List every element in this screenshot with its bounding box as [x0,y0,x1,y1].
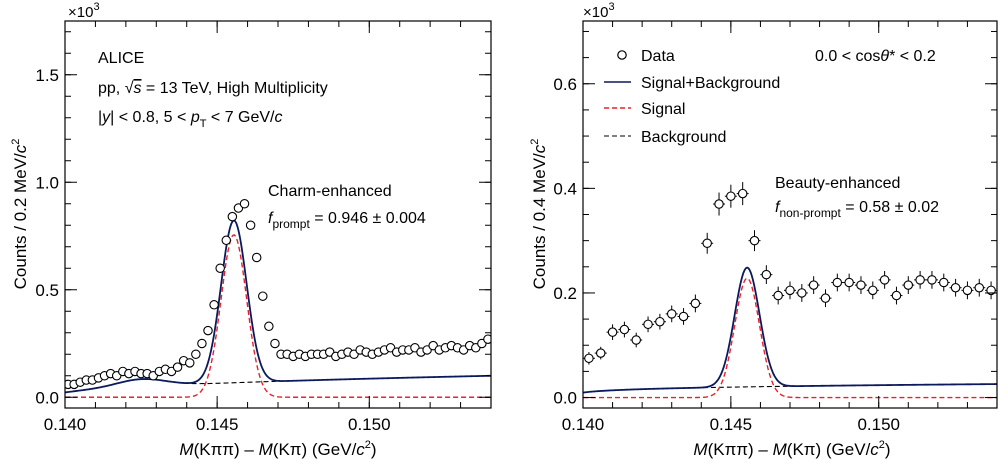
right-data-point [832,277,843,288]
legend-signal-label: Signal [641,101,685,118]
right-data-point [950,282,961,293]
legend-sigbkg-label: Signal+Background [641,75,780,92]
sqrt-symbol: √ [125,80,134,97]
right-data-point [986,285,996,296]
right-multiplier: ×103 [583,1,615,21]
right-data-point [785,285,795,296]
right-x-tick-label: 0.150 [857,415,900,434]
left-data-point [239,199,250,209]
right-data-point [974,282,985,293]
left-x-axis-title: M(Kππ) – M(Kπ) (GeV/c2) [179,439,376,459]
right-data-point [868,285,878,296]
right-data-point [737,188,748,199]
left-y-axis-title: Counts / 0.2 MeV/c2 [10,139,30,290]
left-panel: 0.140 0.145 0.150 0.0 0.5 1.0 1.5 ×103 ALICE p… [10,1,492,459]
right-x-axis-title: M(Kππ) – M(Kπ) (GeV/c2) [693,439,890,459]
right-y-tick-label: 0.6 [553,75,577,94]
right-cos-theta-label: 0.0 < cosθ* < 0.2 [815,48,936,65]
right-y-tick-label: 0.2 [553,284,577,303]
right-data-point [584,353,594,364]
left-x-tick-label: 0.140 [44,415,87,434]
right-y-tick-label: 0.0 [553,389,577,408]
right-data-point [595,348,606,358]
left-y-tick-label: 0.5 [35,281,59,300]
right-plot-marks [583,182,997,399]
left-total-fit-curve [65,219,491,394]
left-data-point [209,300,219,310]
left-data-point [251,252,262,263]
right-data-point [903,280,914,290]
left-data-point [227,211,238,222]
left-kinematics-label: |y| < 0.8, 5 < pT < 7 GeV/c [98,109,283,130]
right-x-tick-label: 0.145 [710,415,753,434]
right-panel: 0.140 0.145 0.150 0.0 0.2 0.4 0.6 ×103 0.0 < c… [529,1,998,459]
left-data-point [215,263,225,273]
legend-background-label: Background [641,129,726,146]
right-data-point [726,191,736,201]
left-data-point [258,291,268,301]
right-fraction-label: fnon-prompt = 0.58 ± 0.02 [775,199,939,220]
right-data-point [643,319,653,330]
right-y-axis-title: Counts / 0.4 MeV/c2 [529,139,549,290]
left-data-point [264,321,274,332]
right-data-point [655,316,665,327]
right-data-point [607,327,618,337]
right-ticks: 0.140 0.145 0.150 0.0 0.2 0.4 0.6 [553,21,998,434]
left-y-tick-label: 1.5 [35,66,59,85]
left-data-point [270,338,280,349]
right-data-point [619,324,630,335]
left-fraction-label: fprompt = 0.946 ± 0.004 [268,210,426,231]
left-ticks: 0.140 0.145 0.150 0.0 0.5 1.0 1.5 [35,21,492,434]
legend-data-marker [617,50,627,60]
right-data-point [773,290,783,301]
left-experiment-label: ALICE [98,50,144,67]
left-y-tick-label: 1.0 [35,173,59,192]
right-data-point [690,298,701,309]
right-data-point [962,285,973,296]
right-data-point [749,235,760,246]
right-data-point [761,269,772,280]
legend: Data Signal+Background Signal Background [604,48,780,146]
right-x-tick-label: 0.140 [562,415,605,434]
left-sample-label: Charm-enhanced [268,183,392,200]
left-data-point [172,362,183,372]
left-data-point [221,235,232,246]
right-y-tick-label: 0.4 [553,179,577,198]
left-energy-label: pp, √s = 13 TeV, High Multiplicity [98,80,328,97]
right-sample-label: Beauty-enhanced [775,175,900,192]
left-signal-curve [65,234,491,398]
left-multiplier: ×103 [68,1,100,21]
right-data-point [891,290,902,301]
left-data-point [191,349,201,359]
left-plot-marks [65,199,491,398]
right-data-point [797,288,807,298]
left-data-point [245,220,256,231]
left-data-point [483,334,491,344]
left-data-point [197,338,207,349]
left-data-point [185,358,195,368]
right-data-point [927,275,937,285]
legend-data-label: Data [641,48,675,65]
right-data-point [939,277,949,288]
right-data-point [808,280,819,290]
right-data-point [714,199,724,209]
right-data-point [666,309,677,319]
right-data-point [915,275,925,285]
left-x-tick-label: 0.150 [348,415,391,434]
right-data-point [820,293,831,303]
right-data-point [702,238,712,249]
right-data-point [879,275,890,285]
right-data-point [631,335,641,345]
right-data-point [678,311,689,322]
right-data-point [844,277,854,288]
left-x-tick-label: 0.145 [196,415,239,434]
left-data-point [203,325,213,336]
right-total-fit-curve [583,266,997,394]
right-data-point [856,280,866,290]
left-y-tick-label: 0.0 [35,388,59,407]
right-signal-curve [583,277,997,399]
